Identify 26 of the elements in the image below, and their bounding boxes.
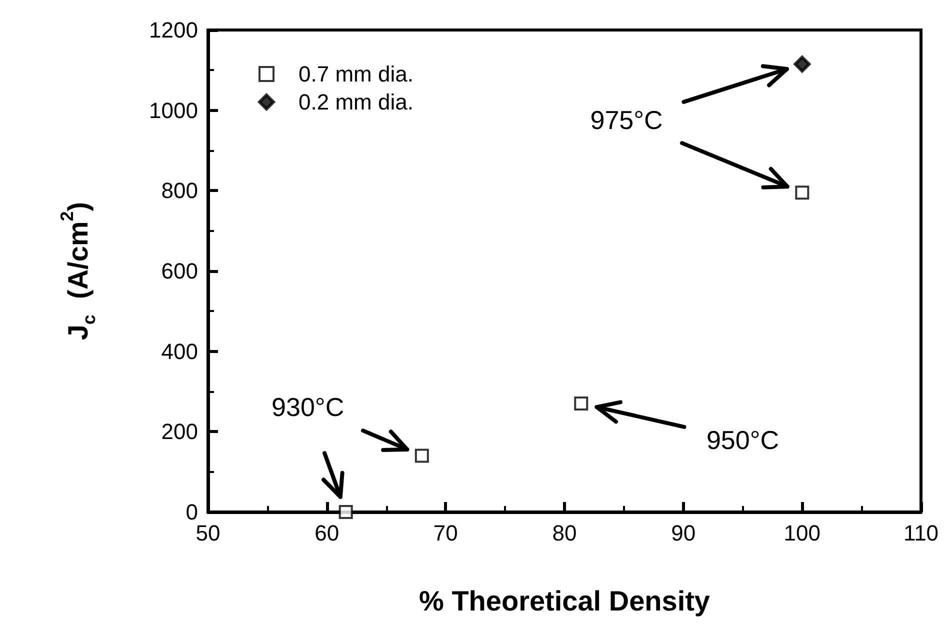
point — [414, 448, 429, 463]
x-tick-label: 60 — [314, 520, 340, 546]
x-tick-label: 100 — [784, 520, 821, 546]
point — [795, 186, 810, 200]
point — [574, 396, 588, 411]
x-tick-label: 80 — [552, 520, 577, 546]
legend-label: 0.2 mm dia. — [298, 90, 414, 114]
y-tick-label: 1000 — [149, 98, 198, 123]
x-tick-label: 110 — [903, 520, 939, 546]
annotation: 950°C — [706, 425, 780, 456]
x-tick-label: 90 — [671, 520, 696, 546]
x-axis-title: % Theoretical Density — [419, 586, 710, 616]
y-tick-label: 1200 — [149, 18, 198, 42]
y-tick-label: 800 — [161, 178, 198, 204]
y-tick-label: 0 — [186, 500, 198, 524]
point — [794, 56, 811, 73]
annotation: 930°C — [272, 392, 344, 422]
x-tick-label: 50 — [196, 520, 220, 546]
y-axis-title: Jc (A/cm2) — [57, 202, 99, 340]
y-tick-label: 400 — [161, 338, 198, 364]
y-tick-label: 200 — [161, 419, 198, 444]
legend-label: 0.7 mm dia. — [298, 62, 414, 86]
y-tick-label: 600 — [161, 258, 198, 284]
annotation: 975°C — [590, 105, 663, 136]
x-tick-label: 70 — [433, 520, 458, 546]
point — [338, 505, 353, 519]
